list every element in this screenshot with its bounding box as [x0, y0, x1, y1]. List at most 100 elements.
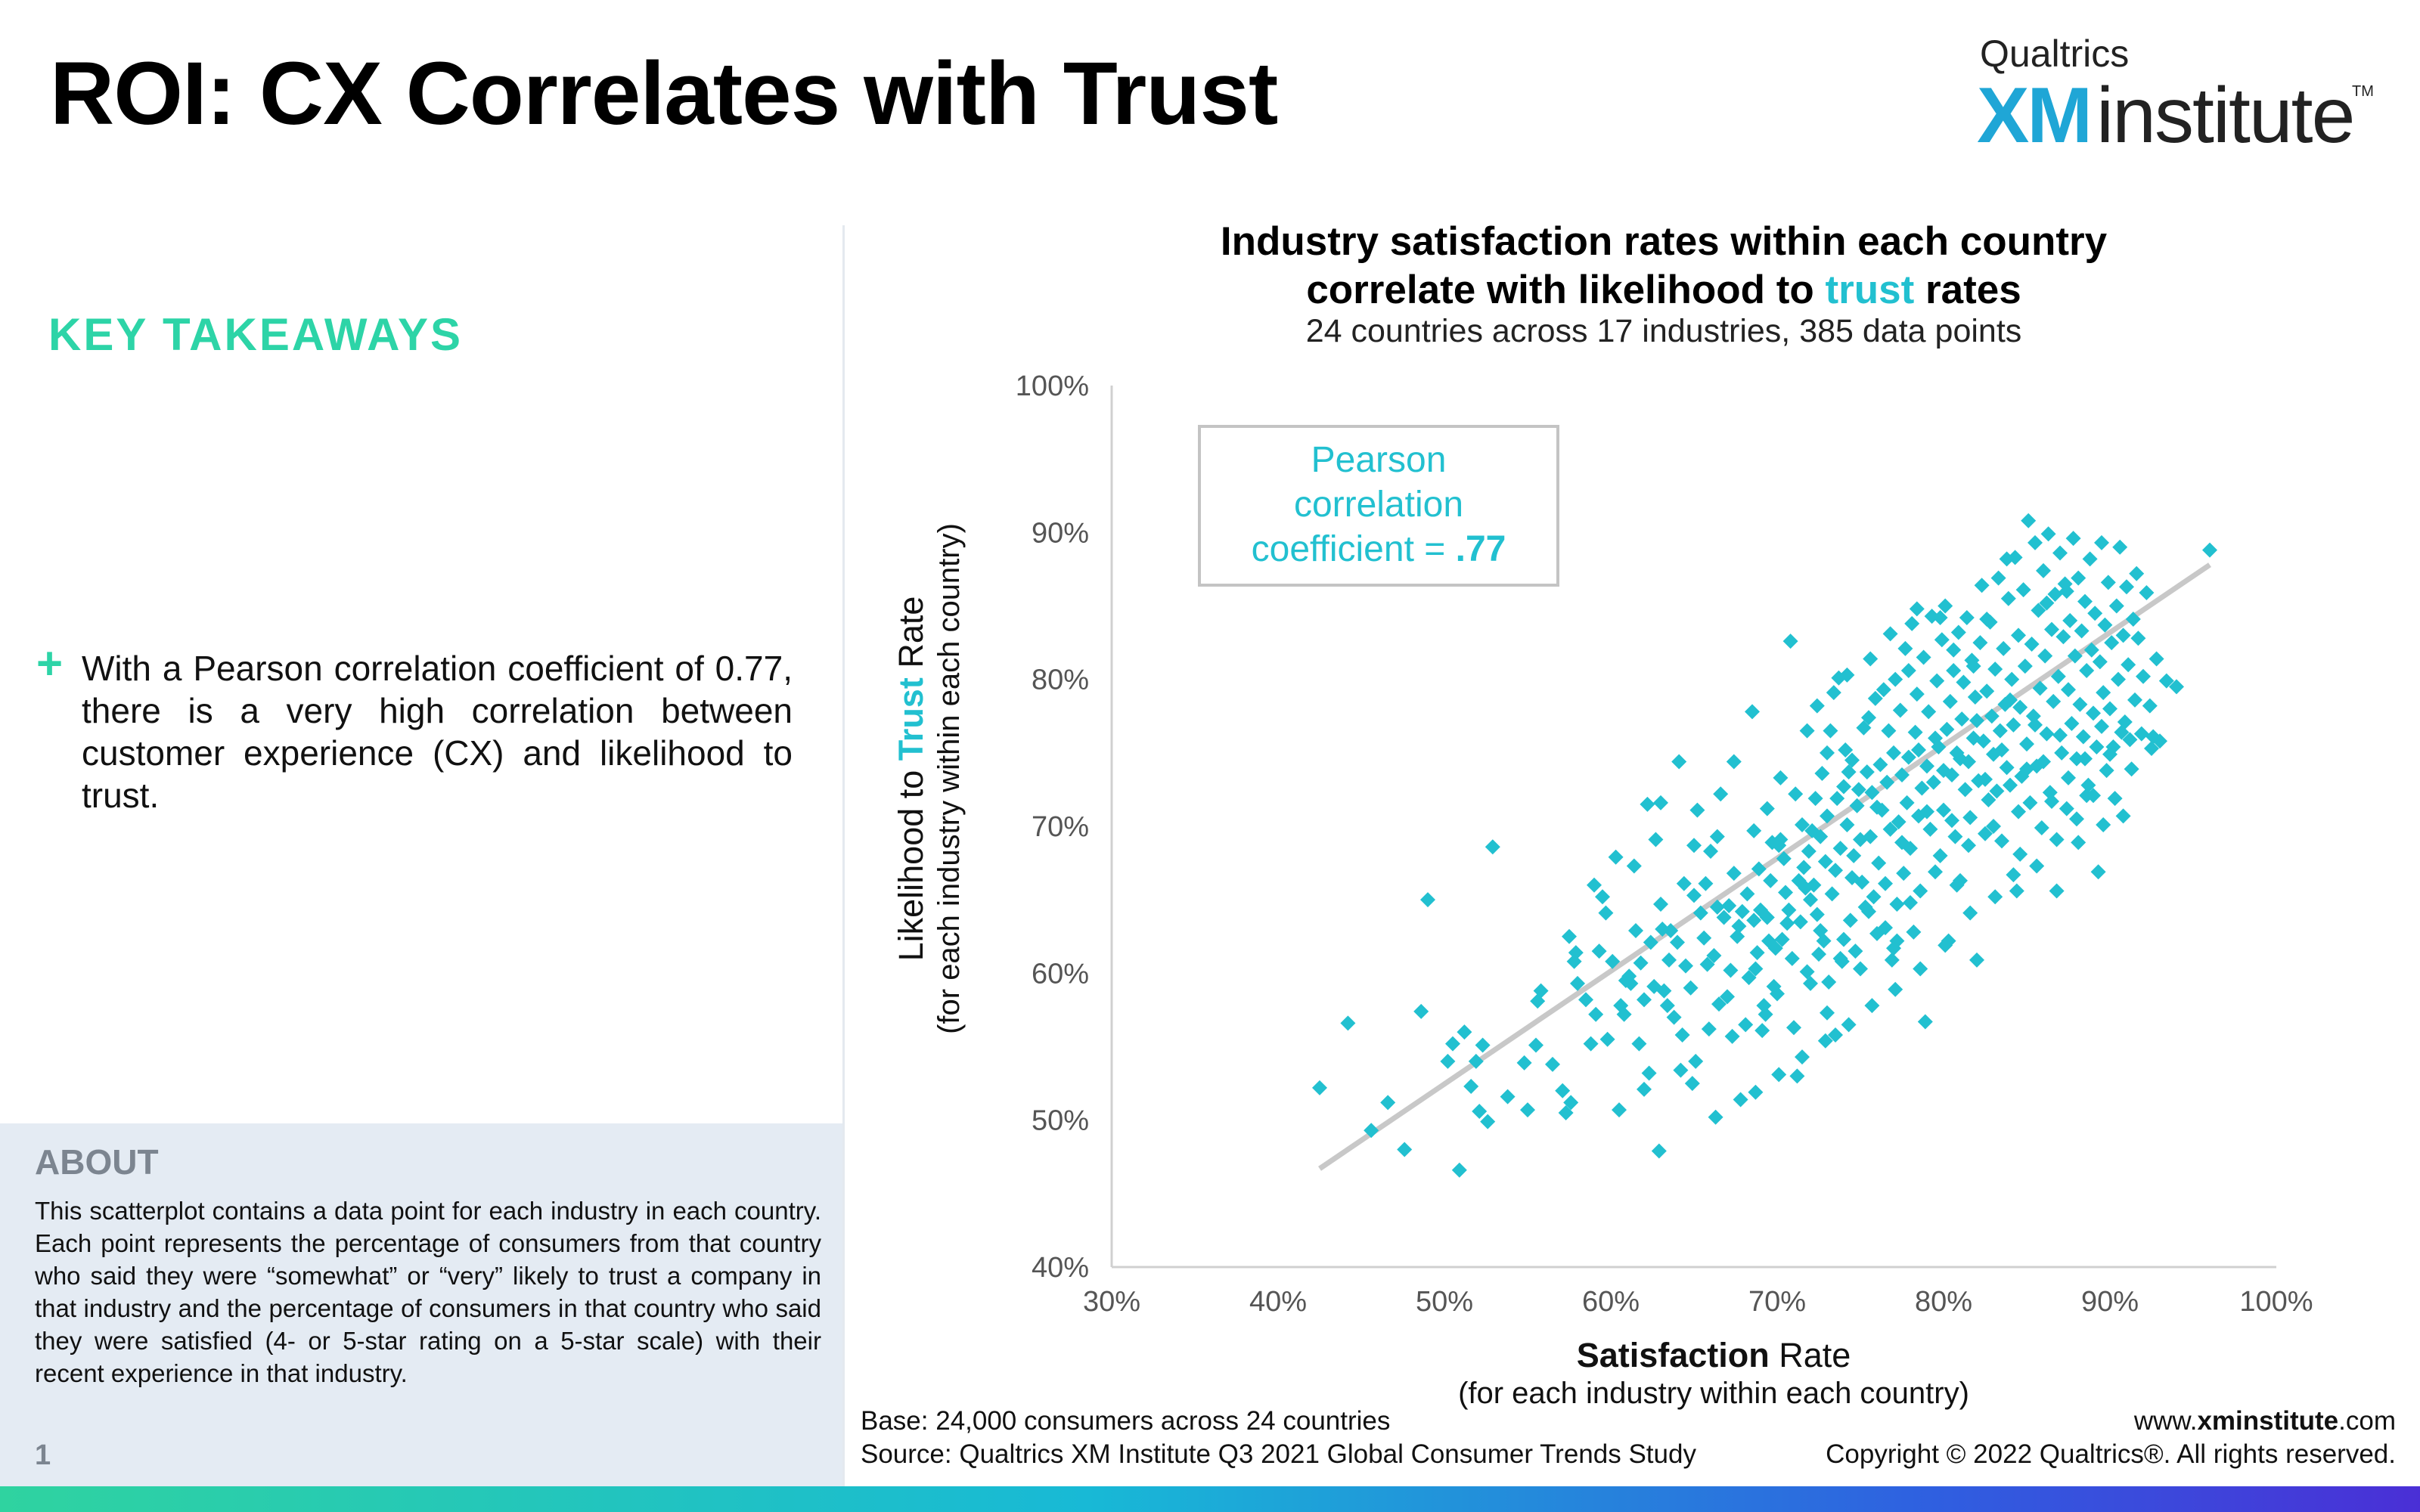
chart-title-line2-post: rates [1914, 268, 2021, 312]
data-point [1588, 1006, 1604, 1022]
data-point [1938, 598, 1953, 614]
data-point [1851, 782, 1866, 798]
y-tick-label: 100% [1016, 370, 1089, 402]
data-point [2100, 575, 2116, 590]
data-point [1891, 814, 1907, 830]
data-point [1706, 948, 1722, 964]
data-point [1631, 1036, 1647, 1052]
data-point [2000, 590, 2016, 606]
data-point [1882, 821, 1898, 837]
data-point [2079, 788, 2095, 804]
data-point [1708, 1109, 1723, 1125]
data-point [1987, 889, 2003, 905]
trendline [1318, 562, 2211, 1171]
data-point [2096, 817, 2111, 833]
data-point [2011, 804, 2026, 820]
data-point [1904, 615, 1920, 631]
data-point [1689, 802, 1705, 818]
data-point [1917, 1014, 1933, 1030]
data-point [2061, 682, 2076, 698]
data-point [1733, 1092, 1748, 1108]
data-point [1828, 863, 1843, 878]
data-point [1749, 945, 1765, 961]
data-point [1608, 849, 1624, 865]
data-point [1779, 916, 1795, 931]
y-tick-labels: 40% 50% 60% 70% 80% 90% 100% [1016, 370, 1089, 1284]
data-point [1745, 704, 1760, 720]
data-point [1820, 745, 1835, 761]
data-point [2124, 761, 2139, 777]
y-axis-title: Likelihood to Trust Rate (for each indus… [892, 523, 966, 1034]
data-point [1820, 1005, 1835, 1021]
data-point [2024, 637, 2040, 652]
data-point [1848, 943, 1863, 959]
y-tick-label: 90% [1032, 517, 1089, 549]
data-point [1934, 632, 1950, 648]
data-point [1919, 758, 1934, 774]
data-point [1598, 905, 1614, 921]
data-point [1767, 940, 1783, 956]
data-point [1969, 713, 1984, 729]
data-point [1841, 764, 1857, 780]
data-point [1899, 795, 1915, 810]
data-point [2119, 579, 2134, 595]
about-heading: ABOUT [35, 1142, 159, 1182]
y-axis-label-highlight: Trust [892, 677, 930, 761]
data-point [1844, 870, 1860, 886]
data-point [1555, 1083, 1571, 1098]
data-point [1563, 1095, 1579, 1111]
data-point [1699, 956, 1715, 972]
data-point [1786, 1020, 1801, 1036]
data-point [2169, 679, 2184, 695]
footer-source: Base: 24,000 consumers across 24 countri… [861, 1405, 1696, 1471]
data-point [1957, 782, 1973, 798]
data-point [1809, 698, 1825, 714]
about-text: This scatterplot contains a data point f… [35, 1197, 821, 1387]
data-point [1936, 802, 1951, 818]
data-point [2074, 623, 2090, 639]
data-point [1739, 886, 1755, 902]
data-point [1979, 611, 1995, 627]
data-point [1942, 693, 1958, 709]
data-point [1578, 992, 1593, 1008]
data-point [1959, 610, 1975, 626]
data-point [1420, 892, 1435, 908]
data-point [2003, 692, 2018, 708]
data-point [2104, 635, 2120, 651]
data-point [2019, 761, 2034, 777]
x-axis-title: Satisfaction Rate (for each industry wit… [1458, 1336, 1969, 1410]
footer-url[interactable]: www.xminstitute.com [1826, 1405, 2396, 1438]
data-point [1896, 866, 1912, 881]
data-point [1888, 981, 1903, 997]
data-point [1861, 710, 1876, 726]
data-point [1674, 1027, 1690, 1043]
data-point [1956, 674, 1972, 690]
footer-source-text: Source: Qualtrics XM Institute Q3 2021 G… [861, 1439, 1696, 1469]
data-point [1676, 875, 1692, 891]
data-point [2052, 727, 2068, 743]
data-point [1897, 640, 1913, 656]
data-point [1807, 791, 1823, 807]
data-point [1500, 1089, 1516, 1105]
footer-url-prefix: www. [2133, 1406, 2198, 1436]
data-point [2087, 606, 2103, 621]
data-point [2032, 680, 2048, 696]
data-point [1640, 796, 1655, 812]
data-point [2122, 732, 2138, 748]
x-tick-labels: 30% 40% 50% 60% 70% 80% 90% 100% [1083, 1286, 2313, 1318]
data-point [1774, 931, 1790, 947]
data-point [1709, 829, 1725, 844]
data-point [1953, 751, 1968, 767]
data-point [1881, 723, 1897, 739]
data-point [2108, 598, 2124, 614]
x-axis-sublabel: (for each industry within each country) [1458, 1377, 1969, 1410]
data-point [2021, 513, 2037, 528]
data-point [1641, 1065, 1657, 1081]
data-point [1748, 961, 1764, 977]
data-point [1587, 877, 1602, 893]
data-point [1990, 570, 2006, 586]
data-point [1716, 909, 1732, 925]
data-point [1928, 730, 1943, 746]
data-point [2006, 717, 2021, 733]
data-point [1413, 1003, 1429, 1019]
